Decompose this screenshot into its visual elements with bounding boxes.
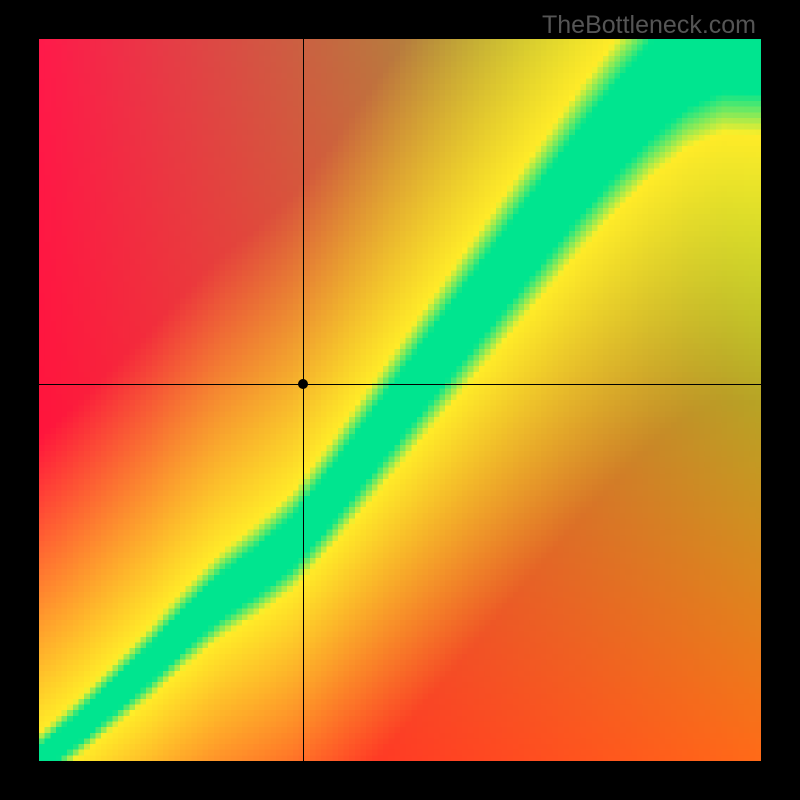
chart-frame: TheBottleneck.com: [0, 0, 800, 800]
heatmap-plot-area: [39, 39, 761, 761]
watermark-label: TheBottleneck.com: [542, 11, 756, 40]
heatmap-canvas: [39, 39, 761, 761]
